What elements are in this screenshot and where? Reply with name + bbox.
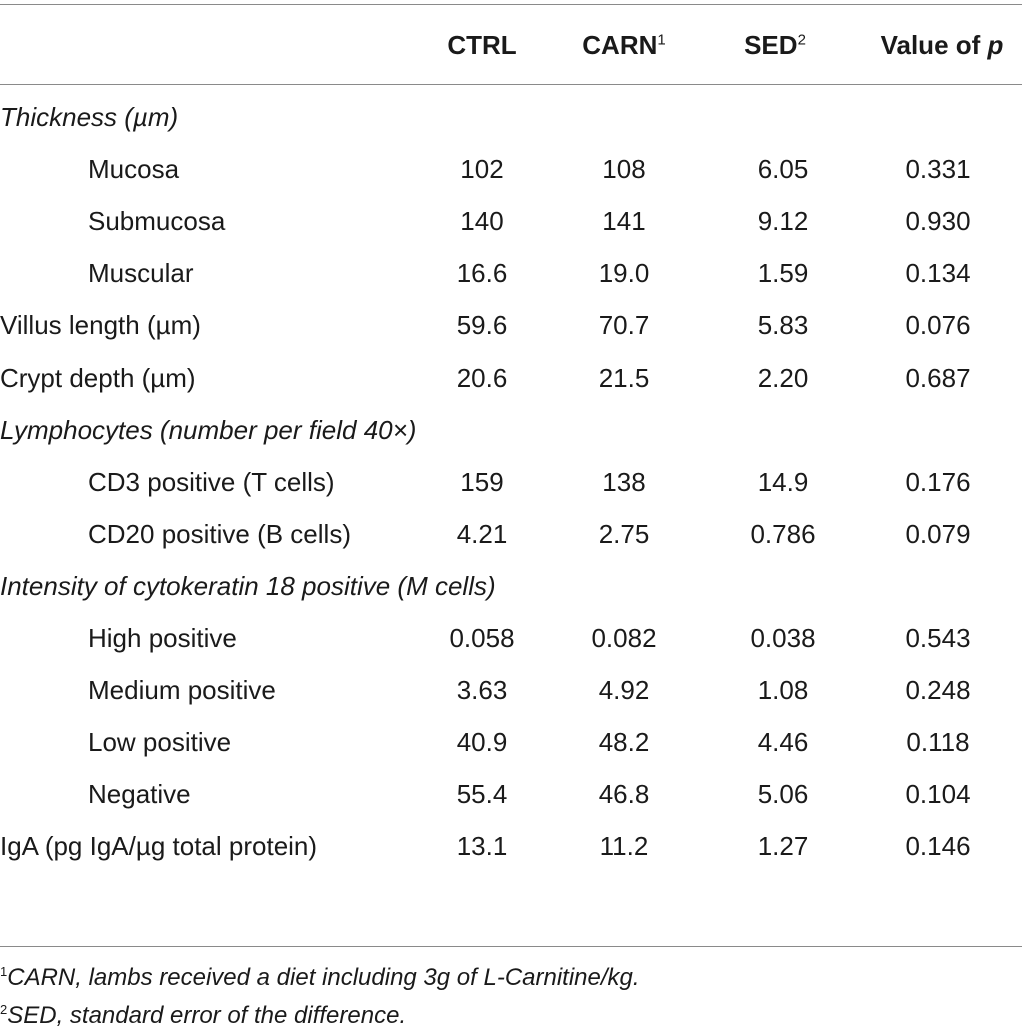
row-label: IgA (pg IgA/µg total protein) [0,831,318,861]
value-carn: 48.2 [598,727,650,757]
row-label: Crypt depth (µm) [0,363,196,393]
footnote-1: 1CARN, lambs received a diet including 3… [0,964,640,991]
value-carn: 21.5 [598,363,650,393]
header-sed: SED2 [744,30,806,60]
value-ctrl: 4.21 [456,519,508,549]
value-carn: 19.0 [598,258,650,288]
value-sed: 1.08 [757,675,809,705]
value-p: 0.079 [905,519,971,549]
value-sed: 14.9 [757,467,809,497]
value-sed: 9.12 [757,206,809,236]
value-ctrl: 16.6 [456,258,508,288]
footnote-2: 2SED, standard error of the difference. [0,1002,407,1029]
value-sed: 6.05 [757,154,809,184]
value-sed: 1.27 [757,831,809,861]
value-ctrl: 140 [460,206,504,236]
value-p: 0.331 [905,154,971,184]
row-label: High positive [88,623,237,653]
value-ctrl: 59.6 [456,310,508,340]
value-p: 0.076 [905,310,971,340]
value-ctrl: 0.058 [449,623,515,653]
row-label: Muscular [88,258,194,288]
value-sed: 0.038 [750,623,816,653]
header-carn: CARN1 [582,30,666,60]
value-carn: 11.2 [599,831,649,861]
row-label: Low positive [88,727,232,757]
value-p: 0.146 [905,831,971,861]
row-label: Medium positive [88,675,276,705]
header-rule [0,84,1022,85]
value-carn: 138 [602,467,646,497]
value-carn: 141 [602,206,646,236]
value-p: 0.248 [905,675,971,705]
section-label: Lymphocytes (number per field 40×) [0,415,417,445]
value-ctrl: 40.9 [456,727,508,757]
value-p: 0.134 [905,258,971,288]
value-carn: 46.8 [598,779,650,809]
value-ctrl: 13.1 [456,831,508,861]
value-ctrl: 55.4 [456,779,508,809]
value-p: 0.104 [905,779,971,809]
value-p: 0.930 [905,206,971,236]
value-carn: 0.082 [591,623,657,653]
value-sed: 5.06 [757,779,809,809]
row-label: Mucosa [88,154,180,184]
header-ctrl: CTRL [447,30,517,60]
value-p: 0.118 [906,727,970,757]
value-sed: 0.786 [750,519,816,549]
top-rule [0,4,1022,5]
value-carn: 2.75 [598,519,650,549]
row-label: Villus length (µm) [0,310,201,340]
row-label: Submucosa [88,206,226,236]
value-ctrl: 3.63 [456,675,508,705]
bottom-rule [0,946,1022,947]
value-ctrl: 20.6 [456,363,508,393]
value-carn: 70.7 [598,310,650,340]
value-ctrl: 102 [460,154,504,184]
value-sed: 2.20 [757,363,809,393]
value-ctrl: 159 [460,467,504,497]
value-p: 0.687 [905,363,971,393]
value-p: 0.176 [905,467,971,497]
value-carn: 4.92 [598,675,650,705]
value-p: 0.543 [905,623,971,653]
row-label: CD3 positive (T cells) [88,467,335,497]
section-label: Thickness (µm) [0,102,179,132]
value-carn: 108 [602,154,646,184]
section-label: Intensity of cytokeratin 18 positive (M … [0,571,496,601]
value-sed: 5.83 [757,310,809,340]
value-sed: 4.46 [757,727,809,757]
row-label: Negative [88,779,191,809]
header-p-value: Value of p [880,30,1004,60]
value-sed: 1.59 [757,258,809,288]
row-label: CD20 positive (B cells) [88,519,351,549]
